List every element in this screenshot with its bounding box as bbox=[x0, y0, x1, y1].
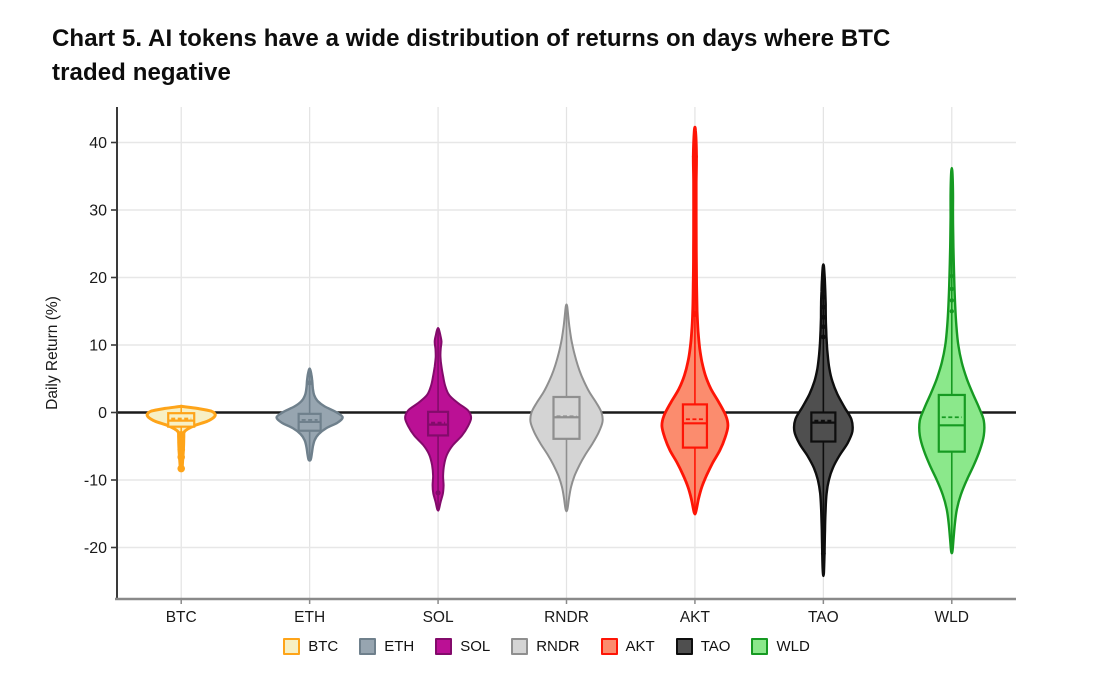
outlier-dot bbox=[307, 380, 313, 386]
outlier-dot bbox=[177, 438, 186, 447]
legend-label: AKT bbox=[625, 638, 655, 655]
x-tick-label: RNDR bbox=[544, 609, 589, 626]
outlier-dot bbox=[820, 314, 826, 320]
legend-swatch-akt bbox=[600, 638, 618, 655]
chart-title-line2: traded negative bbox=[52, 59, 231, 86]
outlier-dot bbox=[177, 453, 186, 461]
outlier-dot bbox=[177, 430, 186, 439]
x-tick-label: SOL bbox=[423, 609, 454, 626]
y-tick-label: 20 bbox=[89, 270, 107, 287]
legend-label: BTC bbox=[308, 638, 339, 655]
legend-item-akt: AKT bbox=[600, 638, 655, 655]
legend-label: SOL bbox=[460, 638, 491, 655]
outlier-dot bbox=[691, 310, 698, 317]
legend-swatch-tao bbox=[675, 638, 693, 655]
x-tick-label: ETH bbox=[294, 609, 325, 626]
y-tick-label: -20 bbox=[84, 540, 107, 557]
legend-swatch-sol bbox=[435, 638, 453, 655]
x-tick-label: WLD bbox=[935, 609, 969, 626]
x-tick-label: AKT bbox=[680, 609, 711, 626]
y-tick-label: 0 bbox=[98, 405, 107, 422]
outlier-dot bbox=[949, 298, 954, 303]
outlier-dot bbox=[307, 372, 313, 378]
outlier-dot bbox=[691, 153, 698, 160]
legend-item-sol: SOL bbox=[435, 638, 490, 655]
legend-swatch-rndr bbox=[511, 638, 529, 655]
violin-rndr bbox=[529, 303, 604, 513]
outlier-dot bbox=[820, 551, 826, 556]
x-tick-label: TAO bbox=[808, 609, 839, 626]
legend-swatch-btc bbox=[283, 638, 301, 655]
box bbox=[681, 403, 709, 449]
outlier-dot bbox=[949, 286, 954, 292]
outlier-dot bbox=[949, 205, 954, 210]
chart-title: Chart 5. AI tokens have a wide distribut… bbox=[52, 22, 1012, 90]
legend-label: WLD bbox=[776, 638, 810, 655]
legend-item-rndr: RNDR bbox=[511, 638, 580, 655]
violin-btc bbox=[145, 404, 217, 473]
violin-wld bbox=[918, 166, 986, 555]
outlier-dot bbox=[177, 445, 186, 454]
violin-tao bbox=[792, 263, 854, 578]
legend-label: TAO bbox=[700, 638, 731, 655]
legend-swatch-wld bbox=[751, 638, 769, 655]
violin-sol bbox=[404, 327, 473, 512]
outlier-dot bbox=[820, 334, 826, 340]
legend-swatch-eth bbox=[359, 638, 377, 655]
chart-title-line1: Chart 5. AI tokens have a wide distribut… bbox=[52, 25, 891, 52]
outlier-dot bbox=[435, 490, 441, 496]
chart-legend: BTC ETH SOL RNDR AKT TAO WLD bbox=[0, 638, 1093, 655]
legend-item-eth: ETH bbox=[359, 638, 414, 655]
legend-label: ETH bbox=[384, 638, 415, 655]
box bbox=[810, 411, 837, 443]
outlier-dot bbox=[949, 273, 954, 279]
y-tick-label: 30 bbox=[89, 203, 107, 220]
legend-item-btc: BTC bbox=[283, 638, 338, 655]
outlier-dot bbox=[820, 294, 826, 300]
y-tick-label: 10 bbox=[89, 338, 107, 355]
legend-label: RNDR bbox=[536, 638, 580, 655]
legend-item-tao: TAO bbox=[675, 638, 731, 655]
outlier-dot bbox=[820, 284, 826, 290]
outlier-dot bbox=[177, 464, 186, 473]
x-tick-label: BTC bbox=[166, 609, 197, 626]
legend-item-wld: WLD bbox=[751, 638, 810, 655]
outlier-dot bbox=[949, 309, 954, 314]
violin-eth bbox=[275, 367, 344, 462]
y-axis-title: Daily Return (%) bbox=[44, 296, 61, 410]
outlier-dot bbox=[820, 304, 826, 310]
violin-akt bbox=[660, 125, 730, 516]
box bbox=[937, 393, 966, 453]
outlier-dot bbox=[820, 324, 826, 330]
y-tick-label: -10 bbox=[84, 473, 107, 490]
y-tick-label: 40 bbox=[89, 135, 107, 152]
